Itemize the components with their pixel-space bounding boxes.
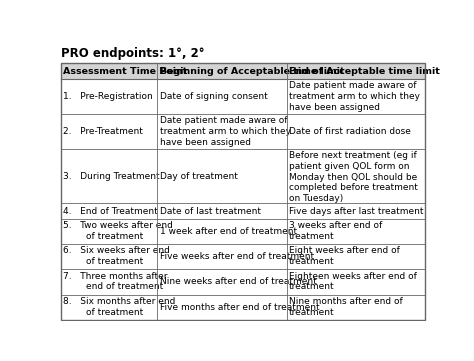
Text: Nine weeks after end of treatment: Nine weeks after end of treatment [160,278,317,287]
Text: 1 week after end of treatment: 1 week after end of treatment [160,227,297,236]
Text: 3 weeks after end of
treatment: 3 weeks after end of treatment [289,221,382,241]
Text: Nine months after end of
treatment: Nine months after end of treatment [289,297,402,317]
Text: Day of treatment: Day of treatment [160,171,237,180]
Text: End of Acceptable time limit: End of Acceptable time limit [289,67,440,75]
Text: Before next treatment (eg if
patient given QOL form on
Monday then QOL should be: Before next treatment (eg if patient giv… [289,151,418,203]
Text: 6.   Six weeks after end
        of treatment: 6. Six weeks after end of treatment [64,246,170,266]
Text: PRO endpoints: 1°, 2°: PRO endpoints: 1°, 2° [61,48,205,61]
Text: 1.   Pre-Registration: 1. Pre-Registration [64,92,153,101]
Text: Date patient made aware of
treatment arm to which they
have been assigned: Date patient made aware of treatment arm… [289,81,420,112]
Text: 7.   Three months after
        end of treatment: 7. Three months after end of treatment [64,271,168,291]
Text: Date of last treatment: Date of last treatment [160,206,261,216]
Text: Eight weeks after end of
treatment: Eight weeks after end of treatment [289,246,400,266]
Text: Date patient made aware of
treatment arm to which they
have been assigned: Date patient made aware of treatment arm… [160,116,291,147]
Text: Beginning of Acceptable time limit: Beginning of Acceptable time limit [160,67,344,75]
Text: 4.   End of Treatment: 4. End of Treatment [64,206,158,216]
Text: Five months after end of treatment: Five months after end of treatment [160,303,319,312]
Bar [61,63,425,79]
Text: 5.   Two weeks after end
        of treatment: 5. Two weeks after end of treatment [64,221,173,241]
Text: Eighteen weeks after end of
treatment: Eighteen weeks after end of treatment [289,271,417,291]
Text: Date of signing consent: Date of signing consent [160,92,267,101]
Text: 8.   Six months after end
        of treatment: 8. Six months after end of treatment [64,297,176,317]
Text: Date of first radiation dose: Date of first radiation dose [289,127,410,136]
Text: 3.   During Treatment: 3. During Treatment [64,171,160,180]
Text: 2.   Pre-Treatment: 2. Pre-Treatment [64,127,143,136]
Text: Five weeks after end of treatment: Five weeks after end of treatment [160,252,314,261]
Text: Assessment Time Point: Assessment Time Point [64,67,188,75]
Text: Five days after last treatment: Five days after last treatment [289,206,423,216]
